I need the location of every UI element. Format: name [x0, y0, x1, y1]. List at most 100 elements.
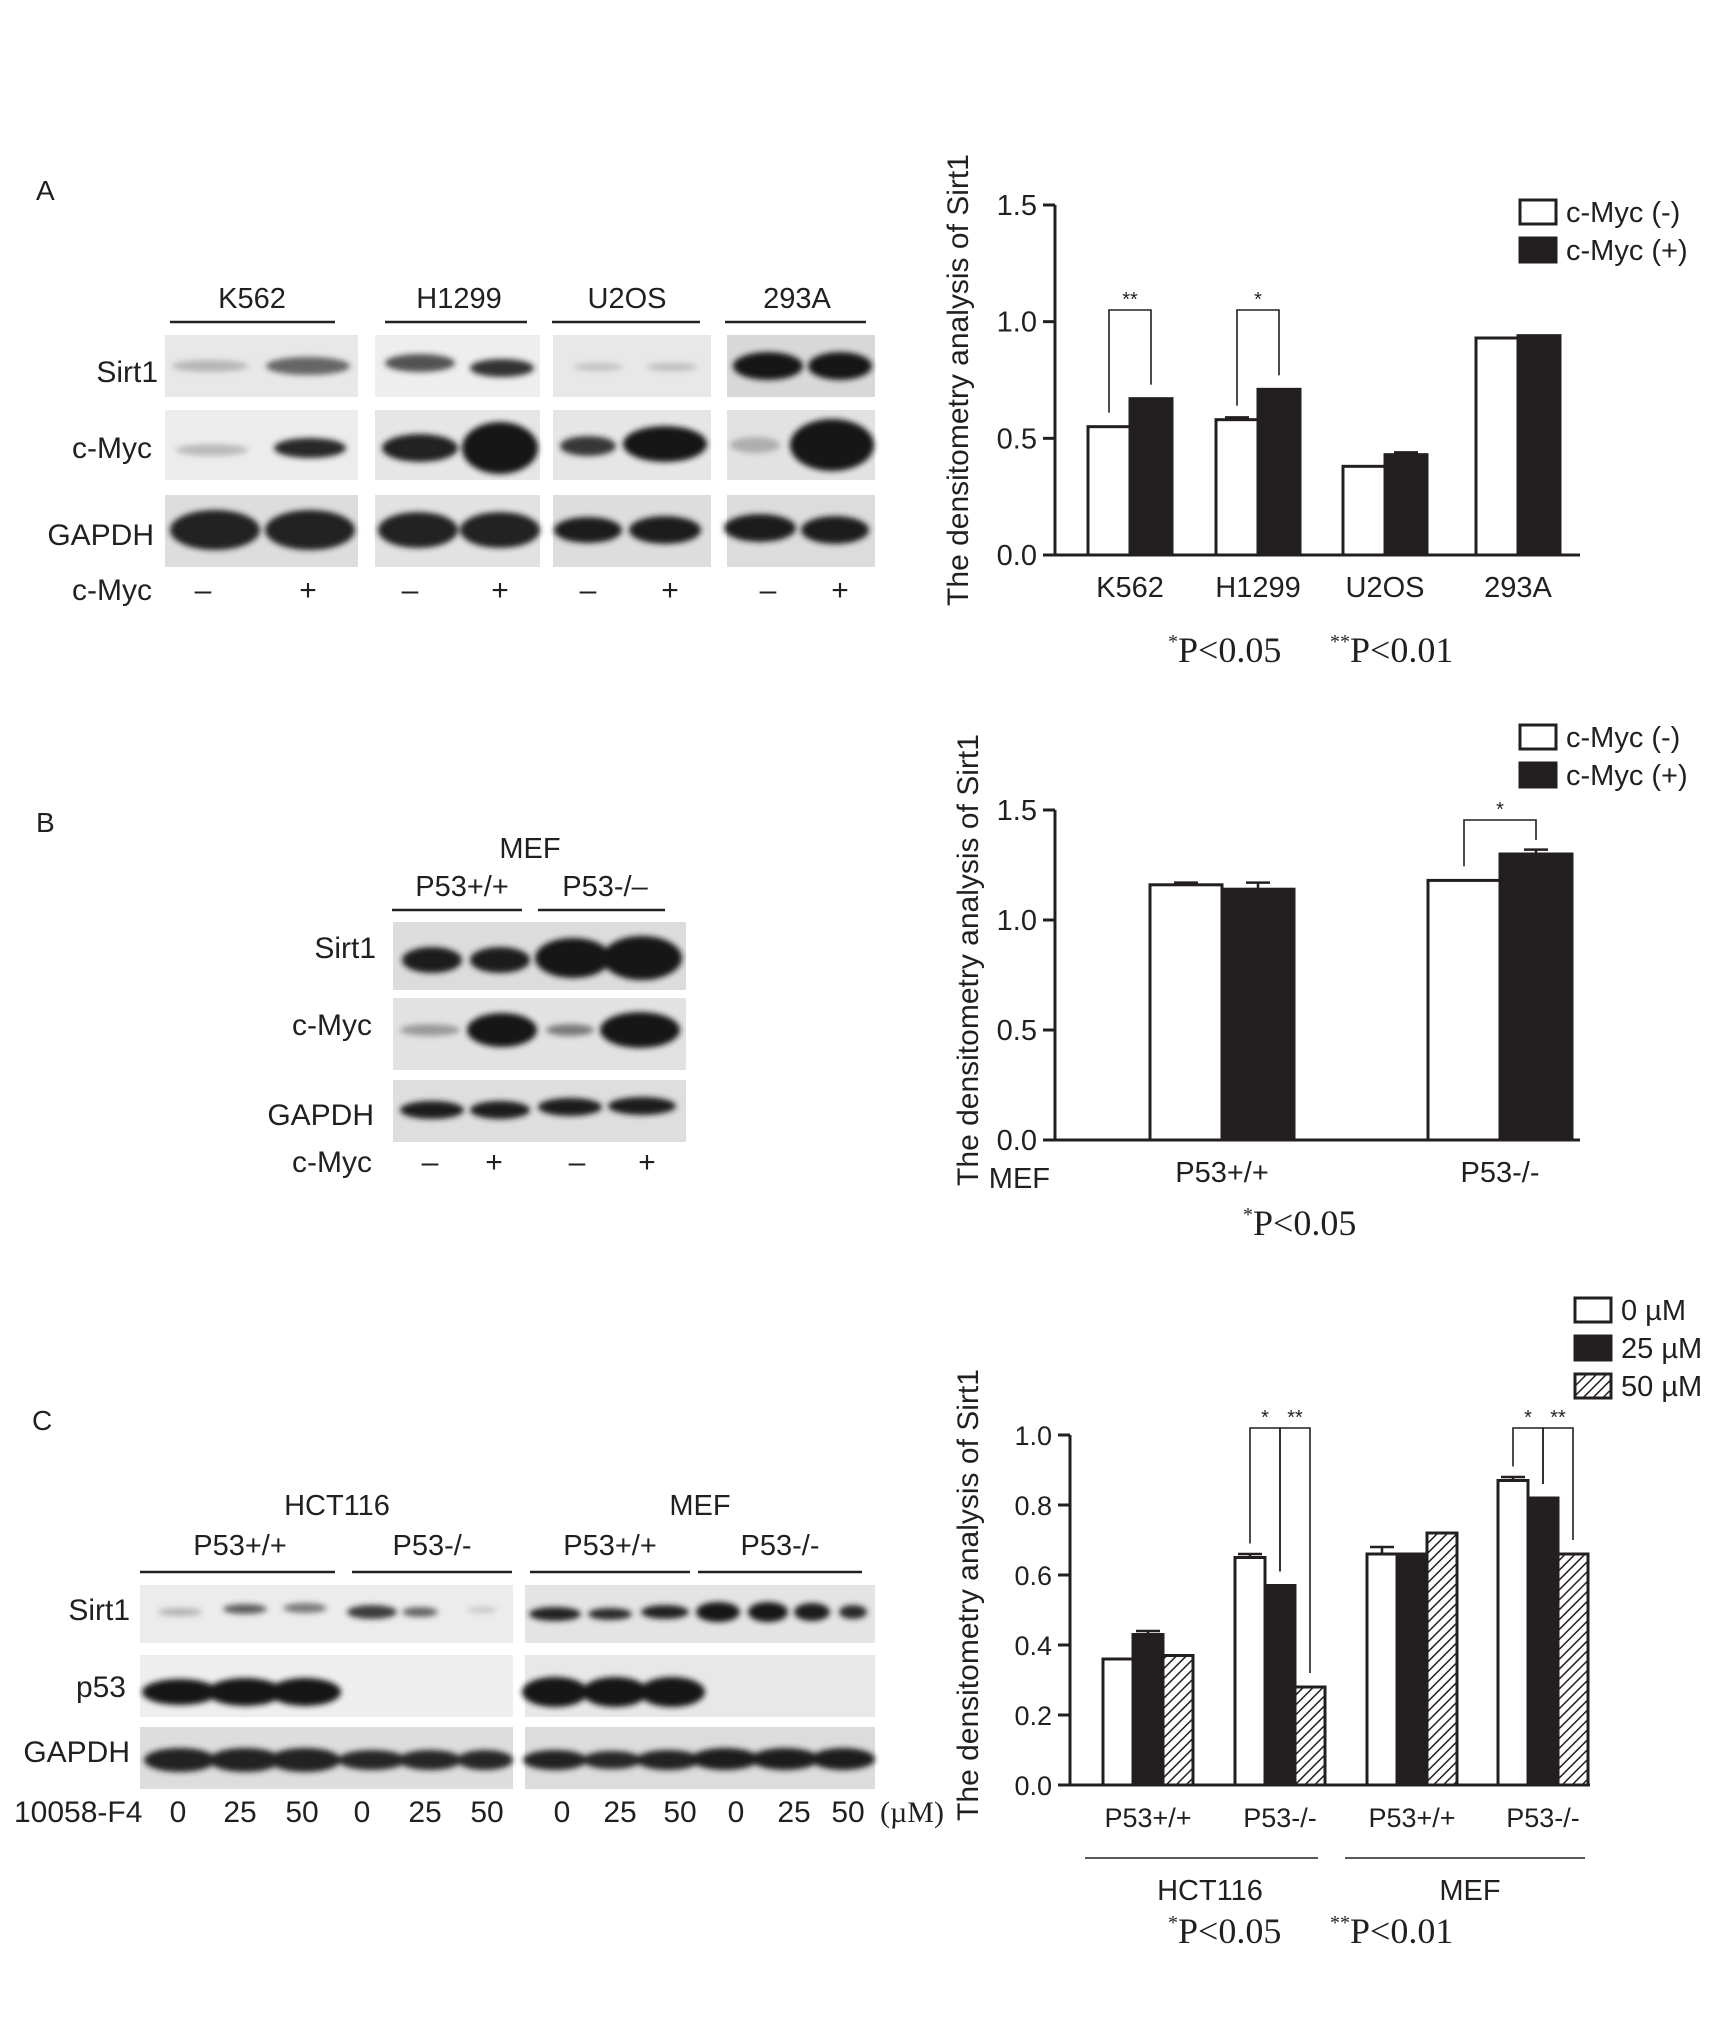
blot-a-group-label: U2OS	[588, 283, 667, 315]
footnote-text: P<0.01	[1350, 630, 1453, 670]
blot-c-super-label: HCT116	[284, 1490, 390, 1522]
dose-label: 50	[831, 1796, 864, 1829]
bar	[1148, 883, 1224, 1142]
blot-a-group-label: K562	[218, 283, 286, 315]
y-tick-label: 0.6	[1014, 1561, 1052, 1591]
legend-label: c-Myc (+)	[1566, 235, 1688, 267]
blot-a-row-label: Sirt1	[96, 356, 158, 389]
bar	[1516, 334, 1562, 557]
legend-swatch	[1573, 1296, 1613, 1324]
legend-label: 0 µM	[1621, 1295, 1686, 1327]
bar	[1426, 878, 1502, 1142]
blot-b-treatment-label: c-Myc	[292, 1146, 372, 1179]
dose-label: 0	[728, 1796, 745, 1829]
lane-sign: –	[422, 1146, 439, 1179]
y-tick-label: 0.5	[997, 423, 1037, 455]
blot-b-row-label: c-Myc	[292, 1009, 372, 1042]
dose-label: 50	[663, 1796, 696, 1829]
panel-a-row-labels: Sirt1 c-Myc GAPDH c-Myc	[47, 356, 158, 607]
bar	[1263, 1584, 1297, 1787]
y-tick-label: 1.5	[997, 795, 1037, 827]
lane-sign: +	[299, 574, 317, 607]
panel-a: A K562 H1299 U2OS 293A Sirt1 c-Myc GAPDH…	[36, 175, 875, 607]
panel-a-membranes	[165, 335, 875, 567]
dose-label: 50	[285, 1796, 318, 1829]
y-tick-label: 1.0	[1014, 1421, 1052, 1451]
dose-label: 25	[223, 1796, 256, 1829]
panel-c: C HCT116 MEF P53+/+ P53-/- P53+/+ P53-/-…	[14, 1405, 944, 1829]
x-tick-label: H1299	[1215, 572, 1300, 604]
y-tick-label: 1.0	[997, 905, 1037, 937]
lane-sign: +	[491, 574, 509, 607]
panel-a-group-labels: K562 H1299 U2OS 293A	[218, 283, 831, 315]
lane-sign: –	[195, 574, 212, 607]
legend-label: 25 µM	[1621, 1333, 1702, 1365]
panel-c-super-labels: HCT116 MEF	[284, 1490, 731, 1522]
significance-marker: **	[1550, 1407, 1566, 1429]
chart-c: 0.0 0.2 0.4 0.6 0.8 1.0 The densitometry analy…	[952, 1295, 1702, 1907]
blot-a-group-label: 293A	[763, 283, 831, 315]
lane-sign: –	[402, 574, 419, 607]
lane-sign: –	[569, 1146, 586, 1179]
bar	[1220, 887, 1296, 1142]
footnote-star: *	[1243, 1204, 1253, 1226]
bar	[1233, 1556, 1267, 1787]
blot-a-row-label: c-Myc	[72, 432, 152, 465]
legend-swatch	[1518, 723, 1558, 751]
y-axis-label: The densitometry analysis of Sirt1	[942, 154, 975, 606]
lane-sign: +	[485, 1146, 503, 1179]
blot-b-group-label: P53+/+	[415, 871, 509, 903]
footnote-b: *P<0.05	[1243, 1203, 1356, 1243]
significance-marker: *	[1254, 289, 1262, 311]
lane-sign: –	[760, 574, 777, 607]
group-label: HCT116	[1157, 1875, 1263, 1907]
x-tick-label: P53+/+	[1104, 1803, 1191, 1833]
footnote-star: **	[1330, 1912, 1350, 1934]
footnote-text: P<0.05	[1178, 1911, 1281, 1951]
y-tick-label: 0.2	[1014, 1701, 1052, 1731]
significance-bracket	[1542, 1427, 1574, 1540]
y-tick-label: 0.8	[1014, 1491, 1052, 1521]
dose-label: 50	[470, 1796, 503, 1829]
panel-c-membranes	[140, 1585, 875, 1789]
blot-c-super-label: MEF	[669, 1490, 730, 1522]
bar	[1474, 336, 1520, 557]
panel-b-lane-signs: – + – +	[422, 1146, 656, 1179]
bar	[1383, 453, 1429, 557]
x-tick-label: P53-/-	[1243, 1803, 1317, 1833]
footnote-text: P<0.01	[1350, 1911, 1453, 1951]
significance-bracket	[1463, 819, 1537, 867]
bar	[1365, 1552, 1399, 1787]
svg-text:**P<0.01: **P<0.01	[1330, 1911, 1453, 1951]
significance-marker: **	[1122, 289, 1138, 311]
dose-label: 25	[408, 1796, 441, 1829]
lane-sign: +	[638, 1146, 656, 1179]
y-tick-label: 0.5	[997, 1015, 1037, 1047]
blot-c-group-label: P53-/-	[393, 1530, 472, 1562]
bar	[1395, 1552, 1429, 1787]
significance-marker: **	[1287, 1407, 1303, 1429]
blot-c-row-label: Sirt1	[68, 1594, 130, 1627]
panel-a-label: A	[36, 175, 55, 206]
x-tick-label: P53-/-	[1461, 1157, 1540, 1189]
blot-b-row-label: Sirt1	[314, 932, 376, 965]
svg-text:*P<0.05: *P<0.05	[1243, 1203, 1356, 1243]
footnote-star: *	[1168, 631, 1178, 653]
legend-swatch	[1573, 1334, 1613, 1362]
blot-c-group-label: P53-/-	[741, 1530, 820, 1562]
bar	[1341, 464, 1387, 557]
significance-bracket	[1249, 1427, 1281, 1572]
svg-text:*P<0.05: *P<0.05	[1168, 630, 1281, 670]
y-tick-label: 0.0	[1014, 1771, 1052, 1801]
blot-c-row-label: p53	[76, 1671, 126, 1704]
svg-text:**P<0.01: **P<0.01	[1330, 630, 1453, 670]
y-axis-label: The densitometry analysis of Sirt1	[952, 1369, 985, 1821]
legend-label: 50 µM	[1621, 1371, 1702, 1403]
significance-bracket	[1279, 1427, 1311, 1673]
panel-a-lane-signs: – + – + – + – +	[195, 574, 849, 607]
y-tick-label: 1.0	[997, 307, 1037, 339]
svg-text:*P<0.05: *P<0.05	[1168, 1911, 1281, 1951]
blot-a-treatment-label: c-Myc	[72, 574, 152, 607]
lane-sign: +	[661, 574, 679, 607]
footnote-text: P<0.05	[1253, 1203, 1356, 1243]
